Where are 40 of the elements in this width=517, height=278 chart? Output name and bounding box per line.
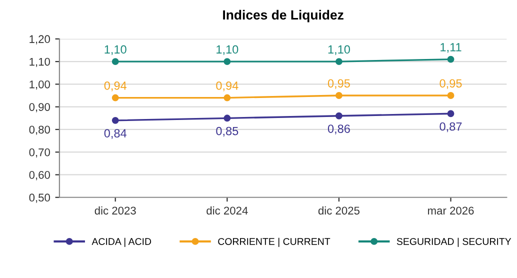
y-tick-label: 0,50 [29, 194, 50, 203]
data-label: 1,10 [216, 45, 238, 56]
point [112, 116, 119, 124]
x-tick-label: dic 2023 [94, 206, 136, 215]
x-tick-label: dic 2024 [206, 206, 248, 215]
data-label: 0,87 [440, 122, 462, 132]
point [447, 92, 454, 99]
point [112, 58, 119, 66]
y-tick-label: 1,00 [30, 80, 50, 90]
chart-title: Indices de Liquidez [223, 10, 344, 22]
point [224, 58, 231, 66]
legend-label: SEGURIDAD | SECURITY [396, 238, 512, 247]
data-label: 0,94 [216, 81, 238, 92]
data-label: 1,11 [440, 43, 462, 53]
legend-label: ACIDA | ACID [92, 238, 152, 247]
data-label: 0,94 [104, 81, 126, 92]
y-tick-label: 1,20 [30, 35, 50, 44]
data-label: 1,10 [104, 45, 126, 56]
data-label: 0,95 [328, 79, 350, 89]
x-tick-label: dic 2025 [318, 206, 360, 215]
point [224, 94, 231, 102]
point [447, 110, 454, 118]
y-tick-label: 0,80 [29, 126, 50, 135]
y-tick-label: 0,60 [29, 171, 50, 180]
legend-label: CORRIENTE | CURRENT [218, 238, 330, 247]
data-label: 0,85 [216, 126, 238, 137]
data-label: 0,95 [440, 79, 462, 89]
y-tick-label: 0,70 [29, 148, 50, 158]
point [335, 92, 342, 99]
data-label: 0,86 [328, 124, 350, 134]
point [335, 58, 342, 66]
point [224, 114, 231, 122]
x-tick-label: mar 2026 [428, 206, 474, 215]
data-label: 0,84 [104, 129, 126, 139]
data-label: 1,10 [328, 45, 350, 56]
y-tick-label: 1,10 [30, 58, 50, 68]
y-tick-label: 0,90 [29, 103, 50, 112]
point [335, 112, 342, 120]
point [447, 56, 454, 63]
point [112, 94, 119, 102]
